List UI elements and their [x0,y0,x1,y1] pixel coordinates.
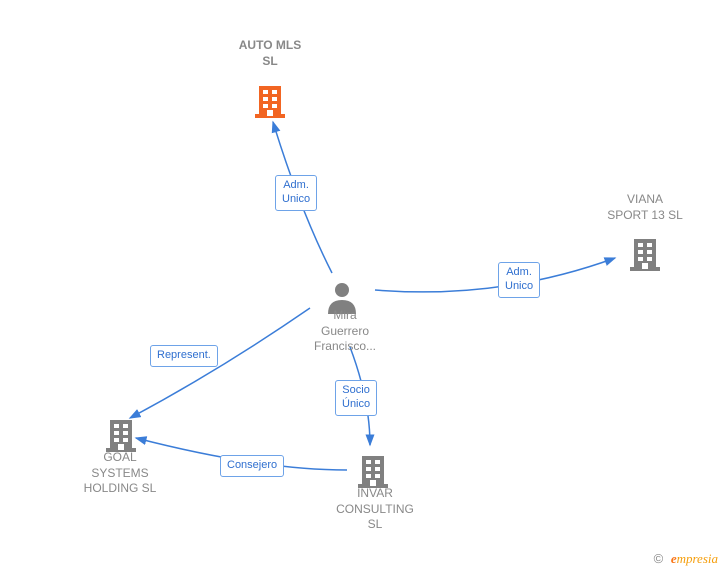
edge-label-adm-unico-2: Adm. Unico [498,262,540,298]
edge-label-socio-unico: Socio Único [335,380,377,416]
watermark: © empresia [654,551,718,567]
building-icon [104,418,138,452]
node-invar-label: INVAR CONSULTING SL [320,486,430,533]
diagram-canvas: Mira Guerrero Francisco... AUTO MLS SL V… [0,0,728,575]
node-auto-mls-label: AUTO MLS SL [220,38,320,69]
building-icon [356,454,390,488]
building-icon [253,84,287,118]
node-person-label: Mira Guerrero Francisco... [305,308,385,355]
edge-label-consejero: Consejero [220,455,284,477]
node-viana-label: VIANA SPORT 13 SL [590,192,700,223]
building-icon [628,237,662,271]
edge-label-adm-unico-1: Adm. Unico [275,175,317,211]
brand-name: empresia [671,551,718,566]
node-goal-label: GOAL SYSTEMS HOLDING SL [70,450,170,497]
edge-label-represent: Represent. [150,345,218,367]
copyright-symbol: © [654,551,664,566]
